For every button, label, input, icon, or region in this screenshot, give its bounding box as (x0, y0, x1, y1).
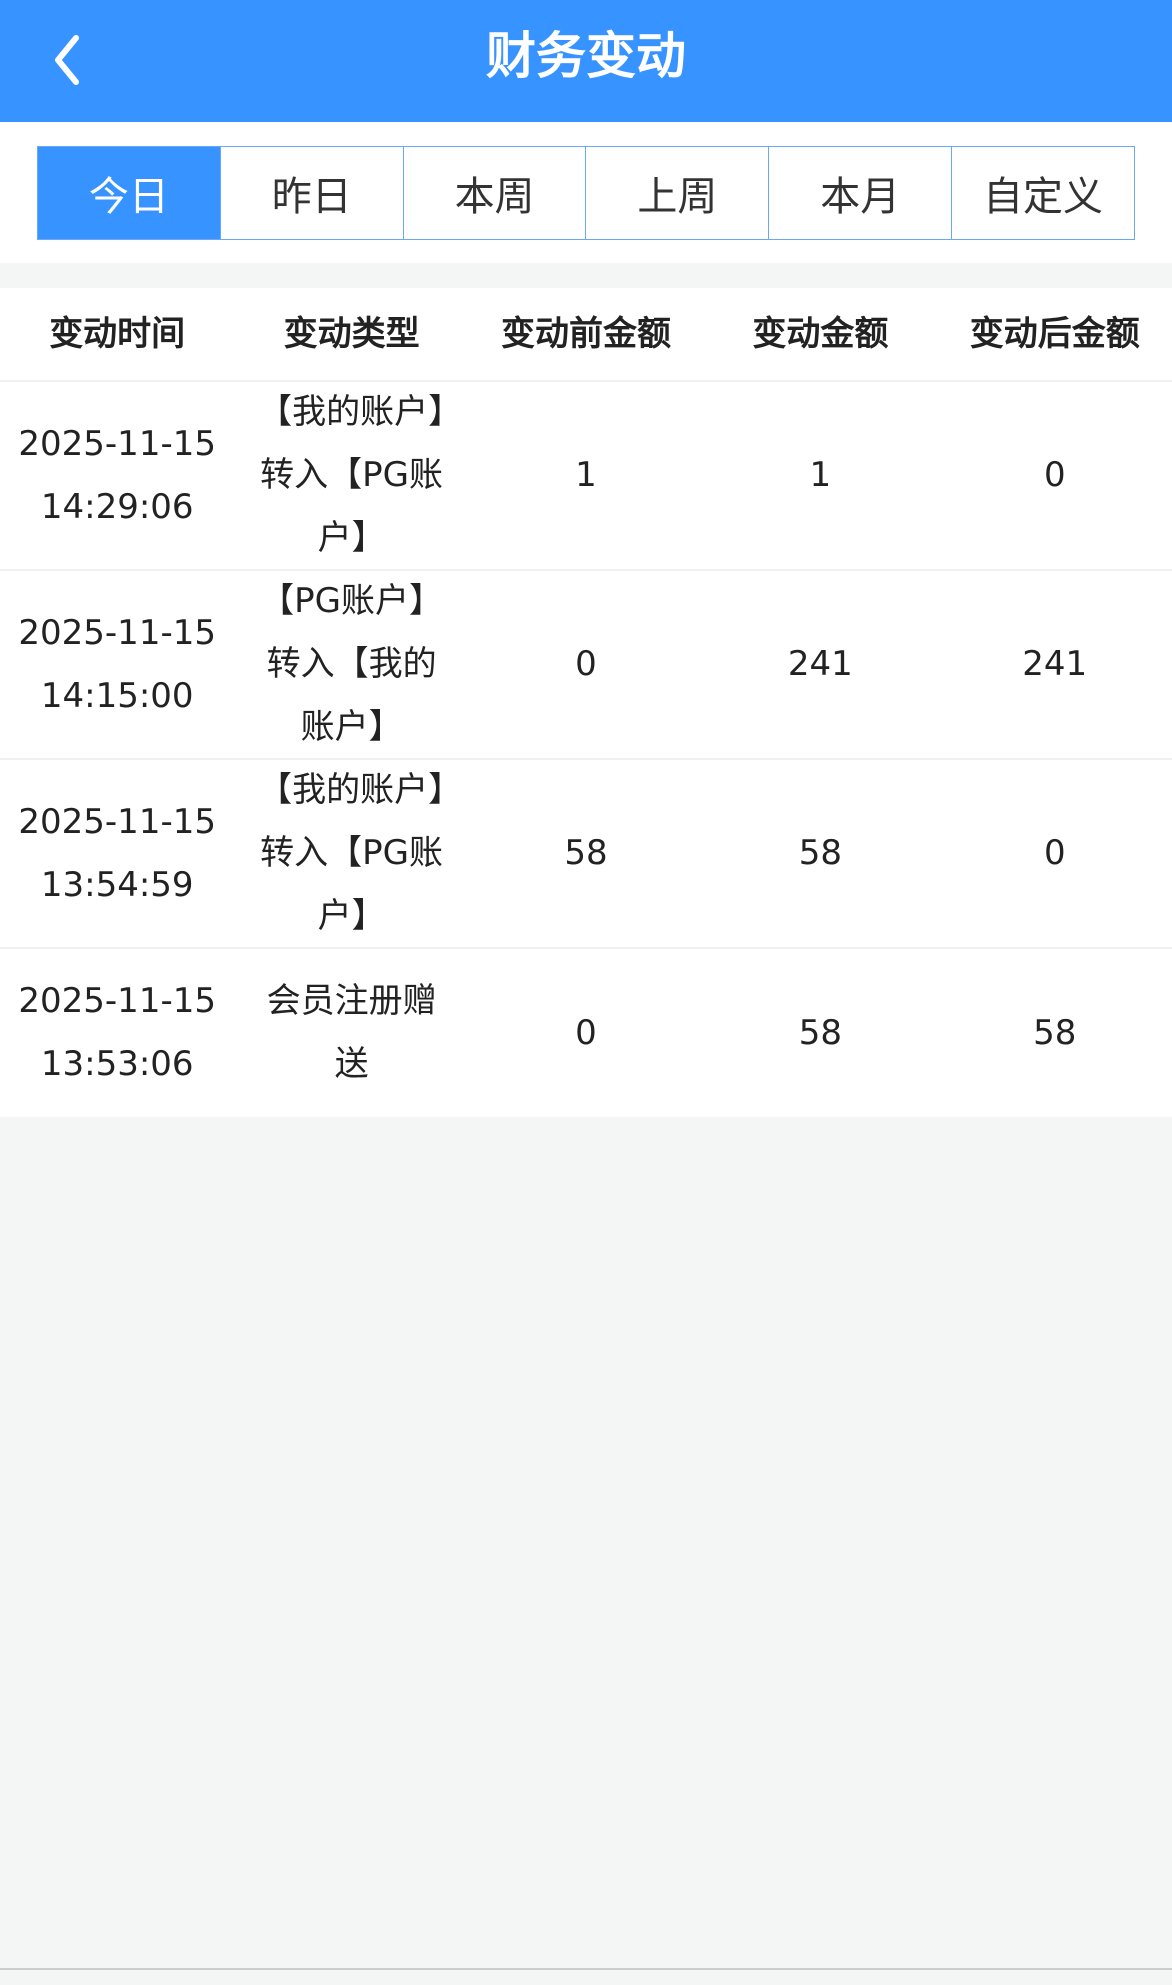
date: 2025-11-15 (18, 423, 216, 464)
date: 2025-11-15 (18, 981, 216, 1021)
column-header-amount: 变动金额 (752, 313, 889, 354)
after-cell: 241 (1022, 644, 1088, 684)
time-cell: 2025-11-15 14:29:06 (0, 413, 234, 539)
column-header-before: 变动前金额 (500, 313, 671, 354)
amount-cell: 58 (798, 1012, 842, 1053)
time: 13:54:59 (40, 864, 194, 905)
transactions-table: 变动时间 变动类型 变动前金额 变动金额 变动后金额 2025-11-15 14:… (0, 288, 1172, 1117)
tab-this-month[interactable]: 本月 (768, 147, 952, 239)
top-bar: 财务变动 (0, 0, 1172, 122)
bottom-divider (0, 1968, 1172, 1970)
time-cell: 2025-11-15 13:54:59 (0, 791, 234, 917)
after-cell: 58 (1033, 1012, 1077, 1053)
tab-yesterday[interactable]: 昨日 (219, 147, 403, 239)
type-cell: 【我的账户】转入【PG账户】 (258, 770, 446, 936)
table-row: 2025-11-15 14:29:06 【我的账户】转入【PG账户】 1 1 0 (0, 380, 1172, 569)
tab-today[interactable]: 今日 (38, 147, 220, 239)
before-cell: 0 (575, 1012, 597, 1053)
time: 13:53:06 (40, 1044, 194, 1084)
chevron-left-icon (55, 35, 79, 85)
amount-cell: 241 (787, 644, 853, 684)
table-row: 2025-11-15 13:54:59 【我的账户】转入【PG账户】 58 58 … (0, 758, 1172, 947)
time: 14:29:06 (40, 486, 194, 527)
table-row: 2025-11-15 13:53:06 会员注册赠送 0 58 58 (0, 947, 1172, 1117)
back-button[interactable] (48, 30, 88, 90)
time-cell: 2025-11-15 14:15:00 (0, 602, 234, 728)
table-header: 变动时间 变动类型 变动前金额 变动金额 变动后金额 (0, 288, 1172, 380)
date-filter: 今日 昨日 本周 上周 本月 自定义 (0, 122, 1172, 263)
after-cell: 0 (1043, 455, 1066, 495)
amount-cell: 58 (798, 833, 842, 873)
tab-custom[interactable]: 自定义 (951, 147, 1134, 239)
amount-cell: 1 (809, 455, 832, 495)
column-header-type: 变动类型 (283, 313, 420, 354)
date: 2025-11-15 (18, 612, 216, 653)
tab-last-week[interactable]: 上周 (585, 147, 769, 239)
before-cell: 1 (575, 455, 597, 495)
date: 2025-11-15 (18, 801, 216, 842)
page-title: 财务变动 (486, 27, 686, 85)
type-cell: 【PG账户】转入【我的账户】 (260, 581, 444, 747)
type-cell: 【我的账户】转入【PG账户】 (258, 392, 446, 558)
time: 14:15:00 (40, 675, 194, 716)
before-cell: 0 (575, 644, 597, 684)
type-cell: 会员注册赠送 (266, 981, 437, 1084)
column-header-time: 变动时间 (49, 313, 186, 354)
tab-this-week[interactable]: 本周 (402, 147, 586, 239)
before-cell: 58 (564, 833, 608, 873)
after-cell: 0 (1043, 833, 1066, 873)
column-header-after: 变动后金额 (969, 313, 1140, 354)
time-cell: 2025-11-15 13:53:06 (0, 970, 234, 1096)
table-row: 2025-11-15 14:15:00 【PG账户】转入【我的账户】 0 241 … (0, 569, 1172, 758)
